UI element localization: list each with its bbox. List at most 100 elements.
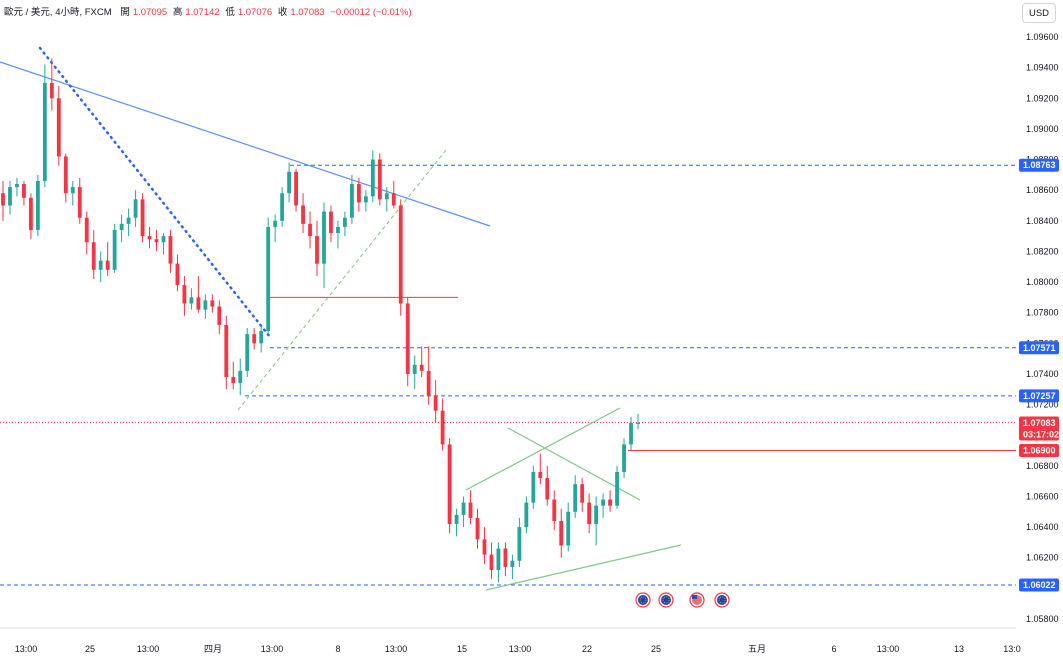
- price-badge[interactable]: [1019, 416, 1059, 441]
- candle-body[interactable]: [49, 82, 54, 99]
- price-badge[interactable]: [1019, 158, 1059, 172]
- candle-body[interactable]: [594, 505, 599, 525]
- candle-body[interactable]: [98, 260, 103, 270]
- candle-body[interactable]: [398, 205, 403, 304]
- candle-body[interactable]: [245, 334, 250, 371]
- candle-body[interactable]: [629, 422, 633, 445]
- price-badge[interactable]: [1019, 444, 1059, 458]
- candle-body[interactable]: [175, 263, 180, 286]
- candle-body[interactable]: [77, 187, 82, 218]
- candle-body[interactable]: [412, 364, 417, 374]
- candle-body[interactable]: [496, 548, 501, 570]
- candle-body[interactable]: [259, 331, 264, 344]
- candle-body[interactable]: [545, 478, 550, 500]
- candle-body[interactable]: [189, 297, 194, 304]
- candle-body[interactable]: [482, 539, 487, 555]
- candle-body[interactable]: [147, 236, 152, 240]
- candle-body[interactable]: [8, 187, 12, 206]
- candle-body[interactable]: [475, 517, 480, 540]
- candle-body[interactable]: [203, 300, 208, 310]
- candle-body[interactable]: [70, 187, 75, 194]
- candle-body[interactable]: [315, 236, 319, 264]
- candle-body[interactable]: [126, 217, 131, 224]
- candle-body[interactable]: [119, 223, 124, 230]
- candle-body[interactable]: [391, 193, 396, 206]
- candle-body[interactable]: [63, 156, 68, 194]
- candle-body[interactable]: [224, 324, 229, 378]
- candle-body[interactable]: [636, 422, 640, 424]
- currency-button[interactable]: USD: [1022, 3, 1056, 23]
- candle-body[interactable]: [343, 217, 347, 227]
- candle-body[interactable]: [524, 502, 529, 528]
- candle-body[interactable]: [280, 193, 285, 221]
- dotted-trendline[interactable]: [38, 46, 272, 339]
- candle-body[interactable]: [615, 471, 619, 506]
- candle-body[interactable]: [405, 303, 410, 374]
- candle-body[interactable]: [510, 560, 515, 567]
- candle-body[interactable]: [84, 217, 89, 243]
- candle-body[interactable]: [329, 211, 333, 234]
- candle-body[interactable]: [601, 499, 606, 506]
- candle-body[interactable]: [322, 211, 326, 264]
- candle-body[interactable]: [622, 444, 626, 472]
- candle-body[interactable]: [447, 444, 452, 525]
- candle-body[interactable]: [140, 199, 145, 237]
- candle-body[interactable]: [468, 502, 473, 518]
- candle-body[interactable]: [15, 184, 19, 188]
- candle-body[interactable]: [489, 554, 494, 570]
- candle-body[interactable]: [133, 199, 138, 218]
- candle-body[interactable]: [552, 499, 557, 521]
- candle-body[interactable]: [503, 548, 508, 567]
- candle-body[interactable]: [196, 297, 201, 310]
- candle-body[interactable]: [440, 410, 445, 445]
- descending-trendline[interactable]: [0, 61, 491, 227]
- candle-body[interactable]: [22, 184, 26, 198]
- candle-body[interactable]: [112, 229, 117, 270]
- candle-body[interactable]: [217, 306, 222, 325]
- candle-body[interactable]: [517, 527, 522, 561]
- candle-body[interactable]: [370, 159, 375, 197]
- candle-body[interactable]: [308, 223, 312, 237]
- candle-body[interactable]: [154, 239, 159, 243]
- candle-body[interactable]: [587, 502, 592, 525]
- candle-body[interactable]: [419, 364, 424, 371]
- candle-body[interactable]: [454, 514, 459, 525]
- candle-body[interactable]: [301, 205, 305, 224]
- candle-body[interactable]: [91, 242, 96, 270]
- candle-body[interactable]: [294, 171, 298, 206]
- candle-body[interactable]: [461, 502, 466, 515]
- candle-body[interactable]: [349, 184, 354, 218]
- candle-body[interactable]: [336, 226, 340, 234]
- candle-body[interactable]: [35, 180, 40, 230]
- candle-body[interactable]: [531, 471, 536, 503]
- candle-body[interactable]: [384, 193, 389, 200]
- candle-body[interactable]: [56, 98, 61, 157]
- price-badge[interactable]: [1019, 389, 1059, 403]
- candle-body[interactable]: [273, 220, 278, 227]
- candle-body[interactable]: [28, 197, 33, 230]
- channel-lower-line[interactable]: [485, 544, 682, 591]
- candle-body[interactable]: [105, 260, 110, 270]
- channel-upper-line[interactable]: [465, 407, 621, 491]
- candle-body[interactable]: [566, 511, 571, 546]
- candle-body[interactable]: [426, 370, 431, 396]
- candle-body[interactable]: [580, 484, 585, 503]
- candle-body[interactable]: [42, 82, 47, 181]
- candle-body[interactable]: [238, 370, 243, 384]
- candle-body[interactable]: [356, 184, 361, 203]
- candle-body[interactable]: [266, 226, 271, 332]
- candle-body[interactable]: [433, 395, 438, 411]
- candle-body[interactable]: [559, 520, 564, 546]
- price-badge[interactable]: [1019, 341, 1059, 355]
- price-badge[interactable]: [1019, 578, 1059, 592]
- price-axis-area[interactable]: [1016, 0, 1063, 658]
- candle-body[interactable]: [287, 171, 292, 194]
- candle-body[interactable]: [538, 471, 543, 479]
- candle-body[interactable]: [363, 196, 368, 203]
- candle-body[interactable]: [252, 334, 257, 344]
- candle-body[interactable]: [168, 236, 173, 264]
- candle-body[interactable]: [608, 499, 613, 506]
- candle-body[interactable]: [377, 159, 382, 200]
